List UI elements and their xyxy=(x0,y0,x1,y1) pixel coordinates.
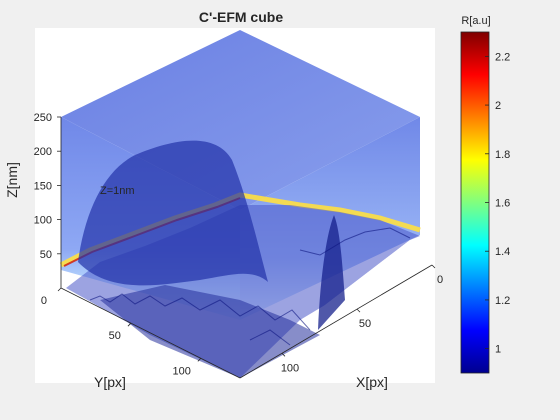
x-tick-label: 100 xyxy=(281,362,299,374)
colorbar-gradient xyxy=(460,31,490,374)
chart-title: C'-EFM cube xyxy=(199,9,283,25)
x-axis: 0 50 100 xyxy=(281,264,443,374)
colorbar-tick-label: 1.2 xyxy=(495,295,510,307)
y-tick-mark xyxy=(57,287,62,292)
y-axis: 0 50 100 xyxy=(41,287,202,377)
colorbar-tick-label: 1.8 xyxy=(495,149,510,161)
cube-scene xyxy=(59,30,433,380)
colorbar-tick-label: 2.2 xyxy=(495,51,510,63)
mound-surface xyxy=(78,140,268,286)
colorbar: R[a.u] 1 1.2 1.4 1.6 1.8 2 2.2 xyxy=(460,15,510,374)
z-tick-label: 100 xyxy=(34,215,52,227)
x-tick-mark xyxy=(356,308,361,313)
x-tick-label: 50 xyxy=(359,318,371,330)
y-tick-mark xyxy=(197,358,202,362)
z-tick-label: 250 xyxy=(34,112,52,124)
y-axis-label: Y[px] xyxy=(94,374,126,390)
cube-edge-bottom-right xyxy=(239,264,433,379)
colorbar-tick-label: 1.6 xyxy=(495,198,510,210)
valley-front xyxy=(100,285,320,378)
colorbar-label: R[a.u] xyxy=(461,15,490,27)
y-tick-label: 0 xyxy=(41,295,47,307)
x-tick-mark xyxy=(431,264,436,269)
top-face xyxy=(61,30,420,210)
z-axis: 50 100 150 200 250 xyxy=(34,112,61,261)
colorbar-tick-label: 2 xyxy=(495,100,501,112)
cube-edge-bottom xyxy=(60,287,241,379)
colorbar-tick-label: 1.4 xyxy=(495,246,510,258)
x-tick-mark xyxy=(281,352,286,357)
slice-annotation: Z=1nm xyxy=(100,185,135,197)
x-axis-label: X[px] xyxy=(356,374,388,390)
z-tick-label: 200 xyxy=(34,146,52,158)
z-tick-label: 50 xyxy=(40,249,52,261)
y-tick-label: 50 xyxy=(109,330,121,342)
z-axis-label: Z[nm] xyxy=(4,162,20,198)
colorbar-tick-label: 1 xyxy=(495,344,501,356)
y-tick-label: 100 xyxy=(172,365,190,377)
z-tick-label: 150 xyxy=(34,180,52,192)
x-tick-label: 0 xyxy=(437,274,443,286)
colorbar-ticks: 1 1.2 1.4 1.6 1.8 2 2.2 xyxy=(485,51,510,356)
y-tick-mark xyxy=(127,322,132,327)
surface-texture xyxy=(89,227,411,346)
